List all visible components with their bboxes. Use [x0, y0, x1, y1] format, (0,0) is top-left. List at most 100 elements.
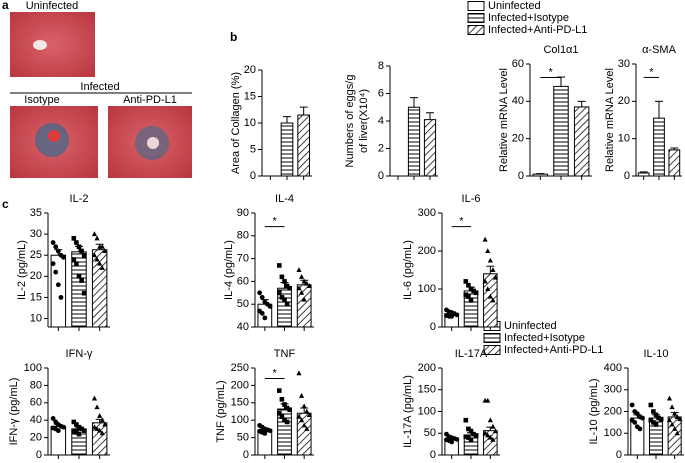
data-point — [463, 292, 469, 297]
bar — [71, 251, 87, 328]
data-point — [94, 235, 100, 241]
data-point — [301, 403, 307, 409]
y-tick-label: 60 — [512, 58, 524, 70]
y-tick-label: 0 — [243, 449, 249, 461]
data-point — [466, 282, 471, 288]
chart-title: IL-2 — [70, 193, 89, 205]
bar — [653, 117, 665, 177]
data-point — [287, 285, 292, 291]
data-point — [50, 261, 56, 267]
y-tick-label: 50 — [237, 432, 249, 444]
data-point — [99, 417, 105, 423]
y-tick-label: 300 — [604, 384, 622, 396]
data-point — [653, 422, 659, 427]
legend-label: Uninfected — [504, 320, 557, 332]
data-point — [490, 423, 496, 429]
error-bar — [670, 147, 679, 150]
data-point — [267, 304, 273, 309]
bar — [423, 119, 437, 177]
data-point — [466, 435, 471, 440]
y-tick-label: 100 — [418, 405, 436, 417]
data-point — [487, 293, 493, 299]
data-point — [284, 301, 290, 307]
data-point — [279, 414, 285, 420]
data-point — [468, 286, 474, 292]
bar — [668, 149, 681, 177]
data-point — [91, 424, 98, 430]
data-point — [674, 414, 680, 419]
y-tick-label: 40 — [30, 414, 42, 426]
data-point — [277, 263, 282, 268]
y-tick-label: 20 — [618, 95, 630, 107]
panel-label: a — [2, 0, 9, 12]
data-point — [277, 388, 282, 393]
error-bar — [283, 116, 291, 123]
data-point — [653, 412, 659, 418]
data-point — [487, 434, 493, 440]
data-point — [298, 417, 305, 423]
data-point — [262, 431, 268, 436]
data-point — [468, 437, 474, 443]
data-point — [482, 278, 488, 284]
data-point — [471, 288, 476, 294]
data-point — [76, 424, 82, 430]
data-point — [279, 274, 285, 280]
significance-label: * — [273, 367, 278, 379]
y-axis-label: Relative mRNA Level — [498, 68, 510, 172]
data-point — [473, 290, 479, 296]
bar — [407, 106, 421, 177]
data-point — [672, 410, 678, 416]
y-axis-label: Numbers of eggs/g — [344, 75, 356, 168]
data-point — [658, 416, 664, 422]
y-tick-label: 200 — [418, 245, 436, 257]
data-point — [454, 436, 460, 442]
data-point — [304, 408, 310, 414]
legend-label: Uninfected — [488, 0, 541, 12]
data-point — [304, 426, 310, 431]
y-tick-label: 200 — [418, 362, 436, 374]
data-point — [53, 269, 59, 275]
y-tick-label: 150 — [418, 384, 436, 396]
chart-title: IFN-γ — [66, 348, 93, 360]
bar — [297, 114, 311, 177]
legend-label: Infected+Anti-PD-L1 — [488, 24, 587, 36]
data-point — [296, 285, 302, 291]
data-point — [301, 422, 307, 428]
y-tick-label: 2 — [378, 142, 384, 154]
data-point — [282, 279, 287, 284]
error-bar — [577, 100, 586, 107]
data-point — [55, 282, 61, 288]
image-label: Uninfected — [26, 0, 79, 12]
data-point — [262, 315, 268, 321]
data-point — [471, 431, 476, 437]
y-tick-label: 300 — [418, 207, 436, 219]
y-tick-label: 100 — [24, 362, 42, 374]
bar — [296, 412, 312, 456]
data-point — [490, 297, 496, 303]
error-bar — [639, 171, 648, 174]
y-axis-label: TNF (pg/mL) — [215, 380, 227, 442]
y-axis-label: IFN-γ (pg/mL) — [8, 378, 20, 446]
data-point — [91, 252, 98, 258]
chart-title: IL-6 — [462, 193, 481, 205]
y-tick-label: 250 — [231, 362, 249, 374]
y-tick-label: 200 — [604, 405, 622, 417]
data-point — [279, 295, 285, 300]
data-point — [58, 295, 64, 300]
data-point — [492, 274, 499, 280]
data-point — [99, 430, 105, 436]
data-point — [71, 419, 77, 425]
data-point — [629, 402, 635, 408]
panel-label: b — [230, 30, 237, 44]
y-tick-label: 50 — [237, 298, 249, 310]
data-point — [102, 421, 108, 427]
legend-swatch — [467, 13, 485, 23]
y-tick-label: 60 — [30, 397, 42, 409]
data-point — [74, 430, 79, 435]
legend-swatch — [467, 1, 485, 11]
legend-label: Infected+Isotype — [488, 12, 569, 24]
y-tick-label: 5 — [250, 143, 256, 155]
y-tick-label: 15 — [30, 291, 42, 303]
y-tick-label: 0 — [430, 449, 436, 461]
